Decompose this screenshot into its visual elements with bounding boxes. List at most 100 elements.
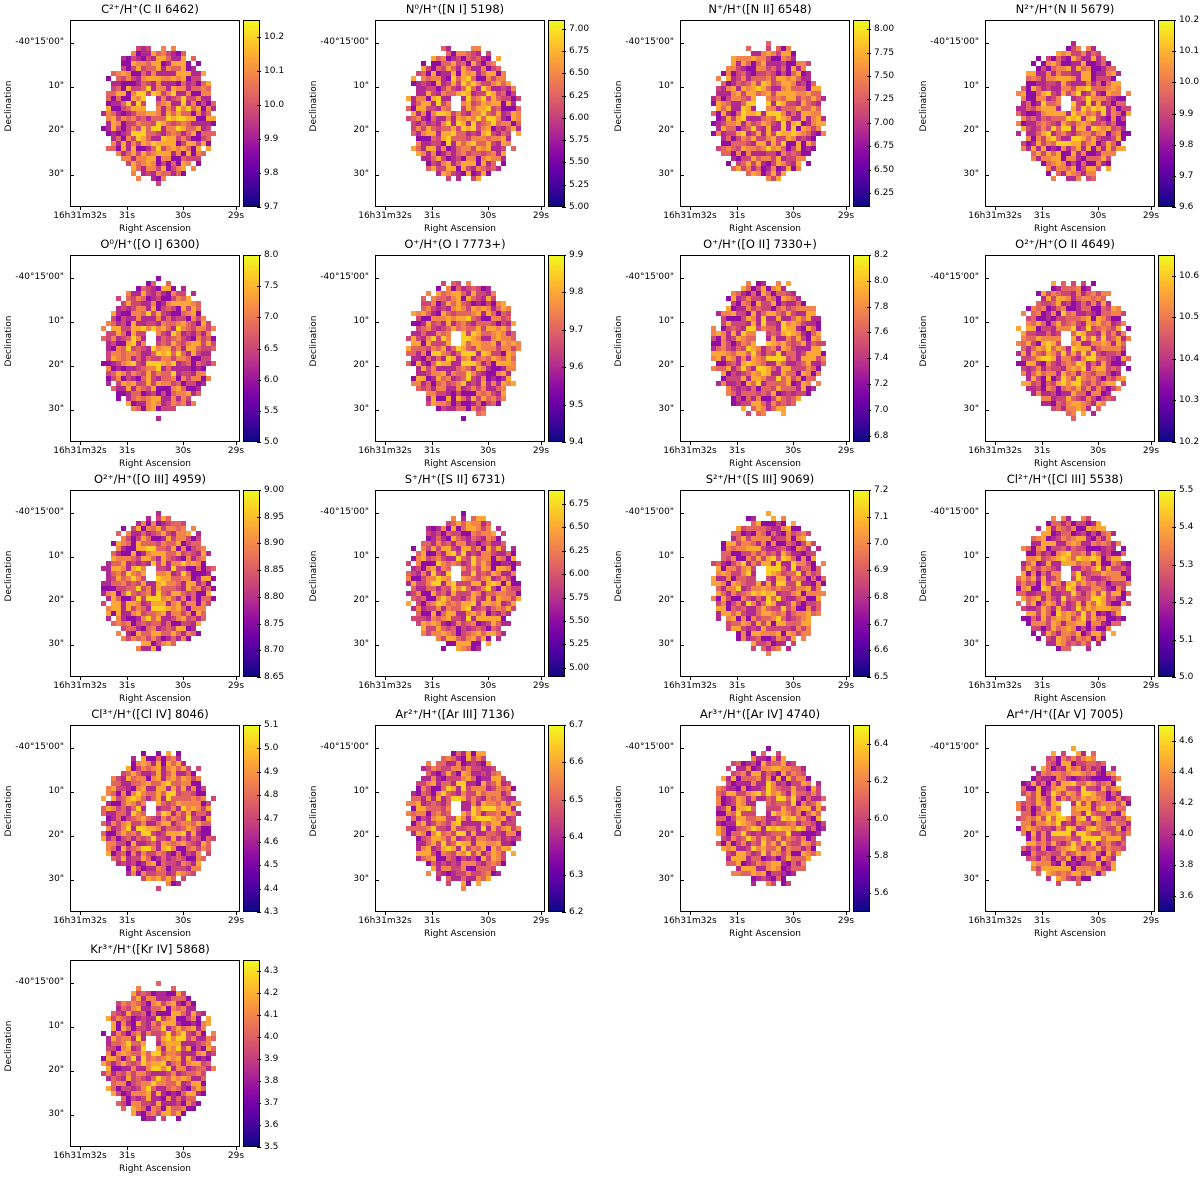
heatmap-pixel — [111, 611, 116, 616]
heatmap-pixel — [491, 306, 496, 311]
colorbar-tick-mark — [867, 306, 871, 308]
heatmap-pixel — [786, 86, 791, 91]
heatmap-pixel — [491, 86, 496, 91]
heatmap-pixel — [726, 321, 731, 326]
heatmap-pixel — [176, 301, 181, 306]
heatmap-pixel — [131, 126, 136, 131]
heatmap-pixel — [791, 326, 796, 331]
heatmap-pixel — [746, 336, 751, 341]
heatmap-pixel — [471, 46, 476, 51]
heatmap-pixel — [1081, 341, 1086, 346]
heatmap-pixel — [481, 156, 486, 161]
heatmap-pixel — [121, 606, 126, 611]
heatmap-pixel — [171, 151, 176, 156]
heatmap-pixel — [806, 356, 811, 361]
heatmap-pixel — [191, 331, 196, 336]
heatmap-pixel — [416, 91, 421, 96]
heatmap-pixel — [141, 116, 146, 121]
colorbar-tick-mark — [1172, 20, 1176, 21]
heatmap-pixel — [1051, 406, 1056, 411]
heatmap-pixel — [436, 71, 441, 76]
heatmap-pixel — [1081, 376, 1086, 381]
heatmap-pixel — [136, 606, 141, 611]
heatmap-pixel — [801, 91, 806, 96]
heatmap-pixel — [776, 336, 781, 341]
heatmap-pixel — [816, 316, 821, 321]
heatmap-pixel — [156, 51, 161, 56]
heatmap-pixel — [476, 311, 481, 316]
heatmap-pixel — [141, 371, 146, 376]
heatmap-pixel — [796, 121, 801, 126]
heatmap-pixel — [801, 391, 806, 396]
heatmap-pixel — [1106, 81, 1111, 86]
heatmap-pixel — [776, 341, 781, 346]
heatmap-pixel — [491, 401, 496, 406]
heatmap-pixel — [476, 526, 481, 531]
heatmap-pixel — [726, 76, 731, 81]
heatmap-pixel — [716, 106, 721, 111]
heatmap-pixel — [1096, 291, 1101, 296]
heatmap-pixel — [176, 611, 181, 616]
heatmap-pixel — [426, 591, 431, 596]
heatmap-pixel — [1051, 401, 1056, 406]
x-tick-label: 29s — [837, 446, 855, 456]
heatmap-pixel — [436, 311, 441, 316]
heatmap-pixel — [431, 306, 436, 311]
heatmap-pixel — [166, 591, 171, 596]
heatmap-pixel — [491, 296, 496, 301]
heatmap-pixel — [166, 611, 171, 616]
heatmap-pixel — [766, 386, 771, 391]
heatmap-pixel — [161, 621, 166, 626]
colorbar-tick-label: 10.0 — [264, 100, 285, 110]
heatmap-pixel — [1076, 116, 1081, 121]
heatmap-pixel — [196, 326, 201, 331]
heatmap-pixel — [416, 346, 421, 351]
heatmap-pixel — [166, 356, 171, 361]
heatmap-pixel — [716, 116, 721, 121]
heatmap-pixel — [731, 391, 736, 396]
y-tick-mark — [375, 43, 379, 44]
x-axis-label: Right Ascension — [729, 224, 801, 234]
heatmap-pixel — [456, 291, 461, 296]
heatmap-pixel — [1106, 101, 1111, 106]
heatmap-pixel — [156, 321, 161, 326]
heatmap-pixel — [196, 541, 201, 546]
heatmap-pixel — [121, 316, 126, 321]
x-tick-mark — [541, 676, 542, 680]
heatmap-pixel — [1026, 321, 1031, 326]
heatmap-pixel — [476, 126, 481, 131]
heatmap-pixel — [741, 396, 746, 401]
heatmap-pixel — [436, 121, 441, 126]
heatmap-pixel — [451, 141, 456, 146]
heatmap-pixel — [151, 636, 156, 641]
heatmap-pixel — [766, 61, 771, 66]
heatmap-pixel — [751, 61, 756, 66]
heatmap-pixel — [1081, 131, 1086, 136]
heatmap-pixel — [816, 116, 821, 121]
heatmap-pixel — [436, 631, 441, 636]
heatmap-pixel — [1046, 66, 1051, 71]
heatmap-pixel — [156, 636, 161, 641]
heatmap-pixel — [506, 346, 511, 351]
heatmap-pixel — [471, 306, 476, 311]
heatmap-pixel — [146, 626, 151, 631]
heatmap-pixel — [1091, 156, 1096, 161]
heatmap-pixel — [1021, 361, 1026, 366]
heatmap-pixel — [821, 121, 826, 126]
heatmap-pixel — [496, 111, 501, 116]
heatmap-pixel — [181, 371, 186, 376]
heatmap-pixel — [186, 131, 191, 136]
heatmap-pixel — [756, 371, 761, 376]
heatmap-pixel — [486, 551, 491, 556]
heatmap-pixel — [1086, 361, 1091, 366]
heatmap-pixel — [496, 326, 501, 331]
heatmap-pixel — [801, 96, 806, 101]
heatmap-pixel — [501, 556, 506, 561]
heatmap-pixel — [186, 636, 191, 641]
heatmap-pixel — [191, 106, 196, 111]
heatmap-pixel — [451, 551, 456, 556]
heatmap-pixel — [196, 86, 201, 91]
heatmap-pixel — [496, 91, 501, 96]
heatmap-pixel — [1021, 331, 1026, 336]
heatmap-pixel — [126, 556, 131, 561]
